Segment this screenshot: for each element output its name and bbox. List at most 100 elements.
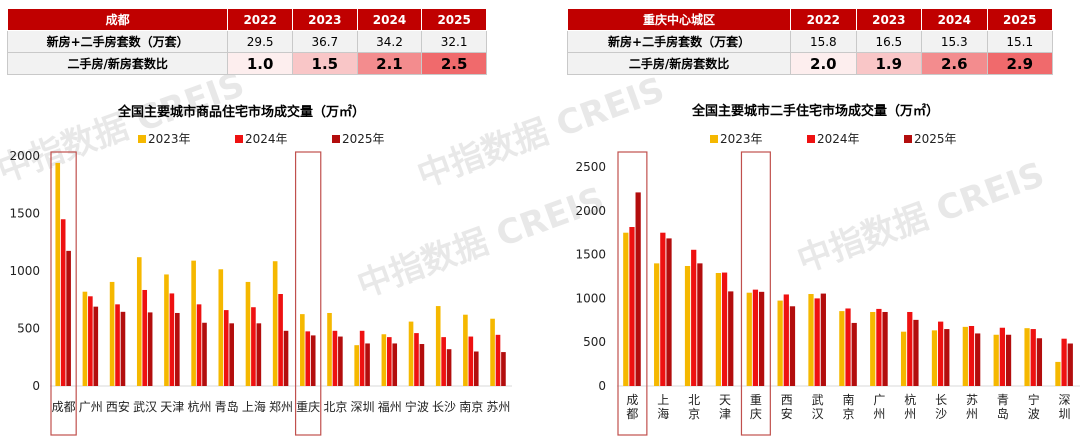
y-tick-label: 500	[583, 335, 606, 349]
x-tick-label: 宁波	[1028, 392, 1040, 421]
x-tick-label: 长沙	[432, 400, 456, 414]
bar-郑州-2024年	[278, 294, 283, 386]
table-row: 二手房/新房套数比 2.0 1.9 2.6 2.9	[566, 52, 1053, 75]
bar-重庆-2025年	[310, 335, 316, 386]
bar-天津-2024年	[721, 272, 728, 386]
cell: 2.1	[356, 52, 423, 75]
header-city: 重庆中心城区	[566, 8, 792, 31]
x-tick-label: 杭州	[187, 399, 211, 414]
bar-南京-2024年	[845, 308, 851, 386]
y-tick-label: 2500	[575, 160, 606, 174]
bar-天津-2025年	[728, 291, 734, 386]
y-tick-label: 2000	[575, 204, 606, 218]
x-tick-label: 重庆	[296, 400, 320, 414]
x-tick-label: 天津	[719, 393, 731, 421]
bar-北京-2025年	[697, 263, 703, 386]
bar-上海-2023年	[654, 263, 660, 386]
legend-swatch	[138, 135, 146, 143]
bar-长沙-2024年	[441, 337, 446, 386]
bar-南京-2024年	[468, 336, 474, 386]
header-city: 成都	[6, 8, 229, 31]
bar-南京-2023年	[839, 311, 845, 386]
bar-天津-2024年	[169, 293, 175, 386]
bar-武汉-2024年	[142, 289, 148, 386]
bar-重庆-2024年	[305, 331, 311, 386]
bar-青岛-2025年	[1005, 334, 1012, 386]
y-tick-label: 1000	[575, 291, 606, 305]
bar-北京-2024年	[691, 249, 697, 386]
bar-青岛-2025年	[229, 323, 234, 386]
cell: 2.6	[921, 52, 988, 75]
bar-苏州-2025年	[975, 333, 981, 386]
bar-重庆-2023年	[300, 314, 305, 386]
x-tick-label: 苏州	[486, 400, 510, 414]
bar-宁波-2025年	[1036, 338, 1043, 386]
x-tick-label: 广州	[79, 400, 103, 414]
y-tick-label: 1500	[575, 248, 606, 262]
bar-南京-2025年	[473, 351, 479, 386]
bar-深圳-2024年	[359, 330, 365, 386]
y-tick-label: 2000	[9, 149, 40, 163]
chengdu-table: 成都 2022 2023 2024 2025 新房+二手房套数（万套） 29.5…	[6, 8, 487, 75]
legend-swatch	[807, 135, 815, 143]
x-tick-label: 武汉	[133, 400, 157, 414]
bar-杭州-2024年	[196, 304, 202, 386]
bar-宁波-2024年	[414, 333, 419, 386]
bar-青岛-2023年	[993, 334, 999, 386]
bar-西安-2024年	[115, 304, 120, 386]
bar-重庆-2023年	[746, 292, 752, 386]
highlight-box-成都	[50, 151, 77, 436]
legend-label: 2024年	[245, 132, 288, 146]
bar-重庆-2025年	[758, 291, 765, 386]
x-tick-label: 广州	[873, 393, 885, 421]
bar-重庆-2024年	[752, 289, 759, 386]
x-tick-label: 上海	[242, 399, 266, 414]
x-tick-label: 西安	[781, 393, 793, 421]
bar-杭州-2023年	[900, 331, 907, 386]
x-tick-label: 青岛	[997, 393, 1009, 421]
bar-广州-2023年	[870, 311, 876, 386]
bar-宁波-2023年	[408, 321, 414, 386]
x-tick-label: 武汉	[812, 393, 824, 421]
bar-成都-2024年	[60, 219, 66, 386]
bar-上海-2024年	[660, 232, 666, 386]
cell: 32.1	[421, 30, 487, 53]
table-row: 新房+二手房套数（万套） 15.8 16.5 15.3 15.1	[566, 30, 1053, 53]
bar-长沙-2025年	[446, 349, 452, 386]
bar-北京-2023年	[327, 312, 332, 386]
cell: 2.5	[421, 52, 487, 75]
bar-南京-2023年	[463, 314, 468, 386]
y-tick-label: 0	[598, 379, 606, 393]
table-row: 二手房/新房套数比 1.0 1.5 2.1 2.5	[6, 52, 487, 75]
bar-杭州-2023年	[191, 260, 196, 386]
bar-长沙-2025年	[944, 329, 950, 386]
bar-杭州-2024年	[907, 311, 913, 386]
cell: 1.5	[291, 52, 358, 75]
bar-武汉-2025年	[147, 312, 153, 386]
bar-杭州-2025年	[202, 322, 207, 386]
bar-南京-2025年	[851, 322, 857, 386]
bar-天津-2025年	[175, 312, 180, 386]
x-tick-label: 深圳	[351, 400, 375, 414]
bar-青岛-2023年	[218, 269, 224, 386]
y-tick-label: 1000	[9, 264, 40, 278]
legend-swatch	[710, 135, 718, 143]
bar-西安-2025年	[789, 306, 796, 386]
bar-福州-2024年	[386, 337, 392, 386]
table-header-row: 重庆中心城区 2022 2023 2024 2025	[566, 8, 1053, 31]
bar-苏州-2024年	[495, 334, 501, 386]
bar-北京-2025年	[338, 336, 343, 386]
x-tick-label: 宁波	[405, 399, 429, 414]
highlight-box-重庆	[740, 151, 771, 436]
bar-北京-2023年	[684, 265, 691, 386]
bar-青岛-2024年	[223, 310, 229, 386]
bar-广州-2024年	[876, 308, 882, 386]
bar-上海-2023年	[245, 281, 251, 386]
highlight-box-成都	[617, 151, 648, 436]
legend-swatch	[904, 135, 912, 143]
x-tick-label: 苏州	[966, 393, 978, 421]
row-label: 二手房/新房套数比	[6, 52, 229, 75]
bar-苏州-2024年	[968, 325, 975, 386]
bar-成都-2025年	[635, 192, 641, 386]
